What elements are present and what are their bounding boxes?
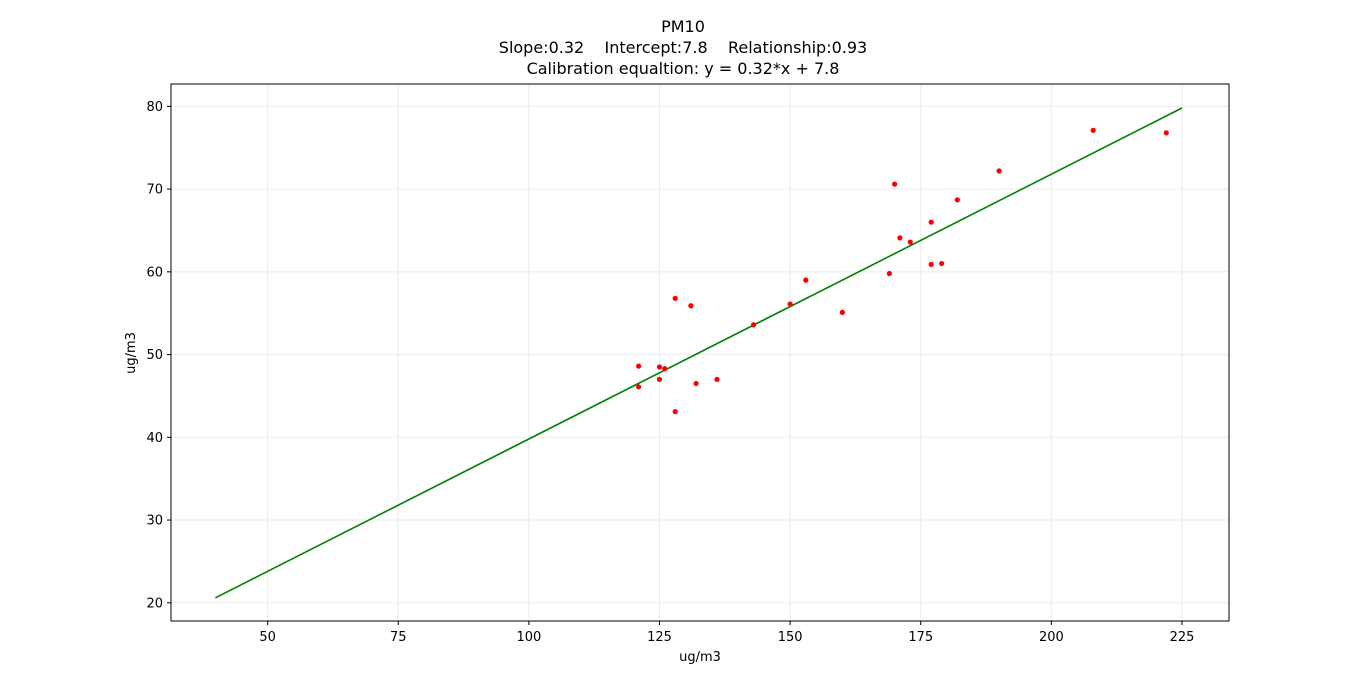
y-tick-label: 40 <box>146 431 163 446</box>
x-tick-label: 50 <box>259 630 276 645</box>
data-point <box>714 376 720 382</box>
data-point <box>636 363 642 369</box>
data-point <box>656 364 663 370</box>
chart-title: PM10 <box>661 17 705 36</box>
data-point <box>662 366 668 372</box>
data-point <box>839 309 845 315</box>
grid-layer <box>171 84 1229 621</box>
x-tick-label: 125 <box>647 630 672 645</box>
data-point <box>688 303 694 309</box>
data-point <box>892 181 898 187</box>
data-point <box>928 261 934 267</box>
data-point <box>1163 130 1169 136</box>
data-point <box>693 380 699 387</box>
x-tick-label: 150 <box>778 630 803 645</box>
x-tick-label: 200 <box>1039 630 1064 645</box>
y-tick-label: 60 <box>146 265 163 280</box>
axes-layer: 50 75 100 125 150 175 200 225 20 30 40 50 60 70 80 <box>146 83 1230 645</box>
data-point <box>996 168 1002 174</box>
chart-subtitle: Slope:0.32 Intercept:7.8 Relationship:0.… <box>498 38 868 57</box>
data-point <box>636 384 642 390</box>
data-point <box>787 301 793 307</box>
data-point <box>803 277 809 283</box>
data-point <box>954 197 960 203</box>
y-tick-label: 30 <box>146 514 163 529</box>
regression-line-layer <box>215 107 1183 599</box>
y-tick-label: 70 <box>146 183 163 198</box>
y-axis-label: ug/m3 <box>124 332 139 374</box>
data-point <box>886 270 892 277</box>
plot-frame <box>170 83 1230 622</box>
calibration-equation: Calibration equaltion: y = 0.32*x + 7.8 <box>526 59 840 78</box>
x-tick-label: 175 <box>908 630 933 645</box>
y-tick-label: 20 <box>146 596 163 611</box>
x-tick-label: 225 <box>1170 630 1195 645</box>
y-tick-label: 50 <box>146 348 163 363</box>
data-point <box>750 322 757 328</box>
scatter-points-layer <box>636 127 1169 415</box>
data-point <box>928 219 934 225</box>
data-point <box>656 376 663 382</box>
x-tick-label: 75 <box>390 630 407 645</box>
x-axis-label: ug/m3 <box>679 650 721 665</box>
data-point <box>1090 127 1096 133</box>
data-point <box>939 260 945 267</box>
data-point <box>672 409 678 415</box>
data-point <box>897 235 903 241</box>
data-point <box>907 239 913 245</box>
y-tick-label: 80 <box>146 100 163 115</box>
x-tick-label: 100 <box>516 630 541 645</box>
data-point <box>672 295 678 301</box>
regression-line <box>215 107 1183 599</box>
